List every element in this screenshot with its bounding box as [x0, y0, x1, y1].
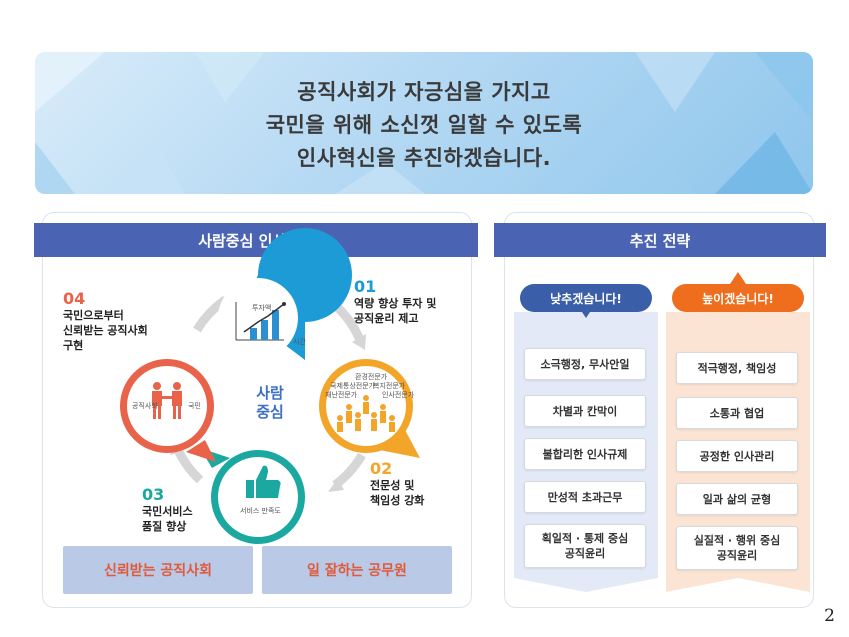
thumbs-up-icon — [246, 465, 281, 498]
strategy-header: 추진 전략 — [494, 223, 826, 257]
node-03-line-1: 국민서비스 — [142, 505, 193, 518]
raise-label-text: 높이겠습니다! — [702, 291, 774, 306]
raise-item-3: 공정한 인사관리 — [676, 440, 798, 472]
center-line-1: 사람 — [256, 384, 284, 402]
node-04-line-1: 국민으로부터 — [63, 309, 124, 322]
people-centered-center: 사람 중심 — [245, 384, 295, 422]
node-03-line-2: 품질 향상 — [142, 520, 187, 533]
experts-icon — [337, 395, 395, 432]
lower-item-5-line-1: 획일적 · 통제 중심 — [541, 532, 629, 545]
node-04-line-3: 구현 — [63, 339, 84, 352]
lower-item-1: 소극행정, 무사안일 — [524, 348, 646, 380]
lower-item-5-line-2: 공직윤리 — [564, 547, 606, 560]
node-03-title: 03 국민서비스 품질 향상 — [142, 486, 193, 534]
experts-low1-label: 재난전문가 — [325, 391, 358, 399]
node-01-line-1: 역량 향상 투자 및 — [354, 297, 437, 310]
lower-column: 소극행정, 무사안일 차별과 칸막이 불합리한 인사규제 만성적 초과근무 획일… — [514, 320, 654, 584]
public-official-label: 공직사회 — [132, 402, 158, 410]
raise-item-5: 실질적 · 행위 중심 공직윤리 — [676, 526, 798, 570]
raise-item-5-line-1: 실질적 · 행위 중심 — [693, 534, 781, 547]
lower-item-3: 불합리한 인사규제 — [524, 438, 646, 470]
trusted-public-service-box: 신뢰받는 공직사회 — [63, 546, 253, 594]
experts-low2-label: 인사전문가 — [382, 391, 415, 399]
lower-label-text: 낮추겠습니다! — [550, 291, 622, 306]
invest-label: 투자액 — [252, 304, 272, 312]
raise-label: 높이겠습니다! — [672, 284, 804, 312]
node-01-title: 01 역량 향상 투자 및 공직윤리 제고 — [354, 278, 436, 326]
node-02-line-1: 전문성 및 — [370, 479, 415, 492]
raise-item-5-line-2: 공직윤리 — [716, 549, 758, 562]
page-number: 2 — [824, 606, 835, 626]
experts-mid1-label: 국제통상전문가 — [330, 382, 376, 390]
banner-pattern — [35, 52, 813, 194]
banner-line-1: 공직사회가 자긍심을 가지고 — [297, 80, 551, 104]
strategy-title: 추진 전략 — [629, 231, 691, 250]
node-04-number: 04 — [63, 289, 86, 308]
lower-item-5: 획일적 · 통제 중심 공직윤리 — [524, 524, 646, 568]
center-line-2: 중심 — [256, 403, 284, 421]
node-04-title: 04 국민으로부터 신뢰받는 공직사회 구현 — [63, 290, 148, 353]
banner-line-2: 국민을 위해 소신껏 일할 수 있도록 — [265, 113, 583, 137]
raise-column: 적극행정, 책임성 소통과 협업 공정한 인사관리 일과 삶의 균형 실질적 ·… — [666, 320, 806, 584]
node-02-line-2: 책임성 강화 — [370, 494, 425, 507]
node-03-number: 03 — [142, 485, 165, 504]
raise-item-1: 적극행정, 책임성 — [676, 352, 798, 384]
raise-item-2: 소통과 협업 — [676, 397, 798, 429]
node-02-number: 02 — [370, 459, 393, 478]
node-01-number: 01 — [354, 277, 377, 296]
citizen-label: 국민 — [188, 402, 201, 410]
growth-chart-icon — [235, 302, 286, 341]
capable-officials-box: 일 잘하는 공무원 — [262, 546, 452, 594]
node-02-title: 02 전문성 및 책임성 강화 — [370, 460, 424, 508]
raise-item-4: 일과 삶의 균형 — [676, 483, 798, 515]
time-label: 시간 — [293, 338, 306, 346]
node-04-line-2: 신뢰받는 공직사회 — [63, 324, 148, 337]
lower-label: 낮추겠습니다! — [520, 284, 652, 312]
headline-banner: 공직사회가 자긍심을 가지고 국민을 위해 소신껏 일할 수 있도록 인사혁신을… — [35, 52, 813, 194]
trusted-public-service-label: 신뢰받는 공직사회 — [104, 563, 212, 579]
lower-item-2: 차별과 칸막이 — [524, 395, 646, 427]
satisfaction-label: 서비스 만족도 — [240, 507, 281, 515]
node-01-line-2: 공직윤리 제고 — [354, 312, 419, 325]
capable-officials-label: 일 잘하는 공무원 — [307, 563, 407, 579]
experts-mid2-label: 복지전문가 — [373, 382, 406, 390]
handshake-icon — [152, 382, 182, 419]
lower-item-4: 만성적 초과근무 — [524, 481, 646, 513]
banner-line-3: 인사혁신을 추진하겠습니다. — [296, 146, 552, 170]
experts-top-label: 환경전문가 — [355, 373, 388, 381]
